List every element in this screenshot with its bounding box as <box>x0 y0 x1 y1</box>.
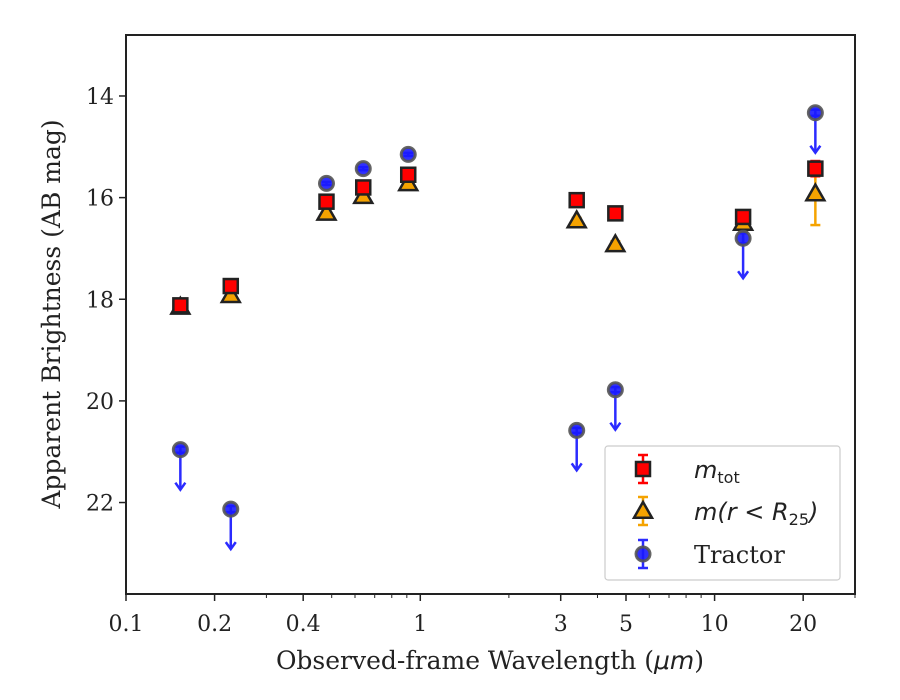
data-point <box>734 208 752 226</box>
upper-limit-arrowhead <box>609 421 622 432</box>
legend: mtot m(r < R25) Tractor <box>604 445 841 581</box>
x-tick-label: 3 <box>554 612 568 637</box>
y-tick-label: 22 <box>86 492 114 517</box>
data-point <box>222 277 240 295</box>
x-tick-label: 0.1 <box>109 612 144 637</box>
data-point <box>315 201 338 221</box>
circle-marker <box>634 545 652 563</box>
data-point <box>354 160 372 178</box>
x-tick-label: 0.2 <box>197 612 232 637</box>
data-point <box>399 166 417 183</box>
upper-limit-arrowhead <box>737 270 750 281</box>
data-point <box>399 145 417 163</box>
square-marker <box>355 179 372 196</box>
square-marker <box>734 208 752 226</box>
y-axis-title: Apparent Brightness (AB mag) <box>37 119 66 509</box>
x-tick-label: 20 <box>789 612 817 637</box>
data-point <box>606 381 624 432</box>
x-tick-label: 10 <box>701 612 729 637</box>
x-axis: 0.1 0.2 0.4 1 3 5 10 20 <box>109 594 856 637</box>
legend-symbol <box>631 495 655 527</box>
x-tick-label: 5 <box>619 612 633 637</box>
upper-limit-arrowhead <box>224 541 237 552</box>
legend-symbols <box>631 453 655 570</box>
circle-marker <box>399 145 417 163</box>
square-marker <box>222 277 240 295</box>
legend-symbol <box>634 538 652 570</box>
y-tick-label: 16 <box>86 187 114 212</box>
legend-label-mtot: mtot <box>694 456 740 487</box>
y-tick-label: 20 <box>86 390 114 415</box>
data-point <box>318 193 335 210</box>
legend-symbol <box>634 453 652 485</box>
x-tick-label: 1 <box>413 612 427 637</box>
y-tick-label: 18 <box>86 288 114 313</box>
upper-limit-arrowhead <box>809 145 822 155</box>
plot-frame <box>125 34 856 595</box>
square-marker <box>568 191 585 209</box>
circle-marker <box>806 104 824 122</box>
data-point <box>604 232 627 253</box>
data-point <box>807 159 824 178</box>
square-marker <box>172 297 189 314</box>
upper-limit-arrowhead <box>570 462 583 473</box>
circle-marker <box>606 381 624 399</box>
data-point <box>171 441 189 492</box>
data-point <box>355 179 372 196</box>
legend-label-tractor: Tractor <box>694 541 785 569</box>
triangle-marker <box>315 201 338 221</box>
data-point <box>222 500 240 552</box>
legend-label-mr25: m(r < R25) <box>694 498 818 529</box>
data-point <box>607 205 624 222</box>
data-point <box>568 421 586 473</box>
circle-marker <box>734 229 752 247</box>
circle-marker <box>354 160 372 178</box>
triangle-marker <box>565 208 588 229</box>
square-marker <box>634 460 652 478</box>
data-point <box>734 229 752 281</box>
x-axis-title: Observed-frame Wavelength (μm) <box>276 646 704 675</box>
triangle-marker <box>604 232 627 253</box>
circle-marker <box>171 441 189 459</box>
upper-limit-arrowhead <box>174 481 187 492</box>
y-axis: 14 16 18 20 22 <box>86 85 126 517</box>
plot-marks <box>169 104 827 552</box>
circle-marker <box>222 500 240 518</box>
square-marker <box>318 193 335 210</box>
triangle-marker <box>631 499 655 519</box>
data-point <box>565 208 588 229</box>
data-point <box>317 174 335 192</box>
y-tick-label: 14 <box>86 85 114 110</box>
square-marker <box>607 205 624 222</box>
data-point <box>806 104 824 155</box>
circle-marker <box>317 174 335 192</box>
data-point <box>172 297 189 314</box>
triangle-marker <box>804 182 827 202</box>
x-tick-label: 0.4 <box>286 612 321 637</box>
circle-marker <box>568 421 586 439</box>
square-marker <box>807 160 824 177</box>
data-point <box>568 191 585 209</box>
square-marker <box>399 166 417 183</box>
legend-box <box>604 445 841 581</box>
